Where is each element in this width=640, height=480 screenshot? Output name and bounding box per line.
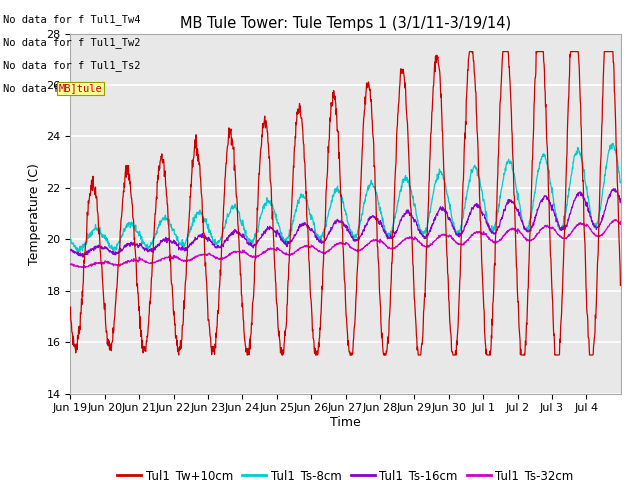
X-axis label: Time: Time [330,416,361,429]
Y-axis label: Temperature (C): Temperature (C) [28,163,41,264]
Legend: Tul1_Tw+10cm, Tul1_Ts-8cm, Tul1_Ts-16cm, Tul1_Ts-32cm: Tul1_Tw+10cm, Tul1_Ts-8cm, Tul1_Ts-16cm,… [113,464,579,480]
Text: No data for f Tul1_Tw4: No data for f Tul1_Tw4 [3,14,141,25]
Title: MB Tule Tower: Tule Temps 1 (3/1/11-3/19/14): MB Tule Tower: Tule Temps 1 (3/1/11-3/19… [180,16,511,31]
Text: No data for f: No data for f [3,84,91,94]
Text: MB]tule: MB]tule [59,84,102,94]
Text: No data for f Tul1_Ts2: No data for f Tul1_Ts2 [3,60,141,72]
Text: No data for f Tul1_Tw2: No data for f Tul1_Tw2 [3,37,141,48]
